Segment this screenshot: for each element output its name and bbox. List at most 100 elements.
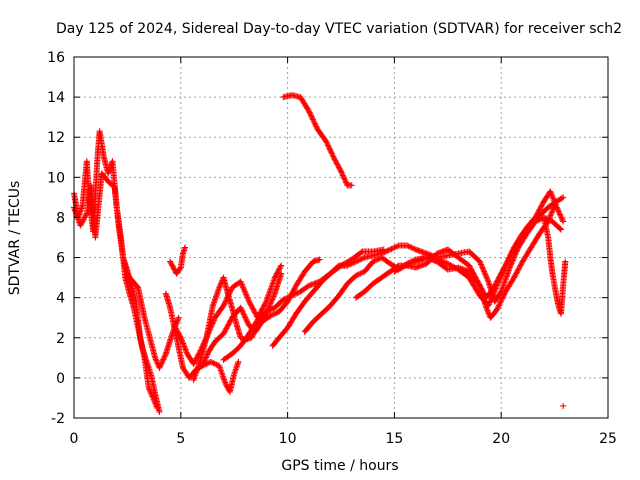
data-point-track-h <box>237 304 244 311</box>
data-point-track-o <box>325 143 332 150</box>
data-point-track-l <box>538 203 545 210</box>
y-tick-label: 4 <box>56 291 65 307</box>
data-point-track-d <box>167 258 174 265</box>
data-point-track-i <box>288 292 295 299</box>
data-point-track-l <box>477 283 484 290</box>
data-point-track-m <box>489 294 496 301</box>
data-point-track-l <box>471 271 478 278</box>
data-point-track-f <box>176 332 183 339</box>
data-point-track-l <box>535 207 542 214</box>
data-point-track-e <box>209 359 216 366</box>
data-point-track-h <box>202 355 209 362</box>
data-point-track-j <box>477 259 484 266</box>
data-point-track-m <box>509 247 516 254</box>
data-point-track-k <box>494 305 501 312</box>
data-point-track-c <box>175 314 182 321</box>
data-point-track-h <box>224 322 231 329</box>
data-point-track-o <box>307 112 314 119</box>
data-point-track-o <box>305 106 312 113</box>
data-point-track-n <box>562 258 569 265</box>
data-point-track-f <box>177 333 184 340</box>
data-point-track-e <box>223 382 230 389</box>
data-point-track-g <box>267 300 274 307</box>
data-point-track-l <box>466 262 473 269</box>
data-point-track-j <box>381 249 388 256</box>
data-point-track-h <box>225 321 232 328</box>
data-point-track-c <box>134 283 141 290</box>
data-point-track-m <box>503 259 510 266</box>
data-point-track-g <box>237 334 244 341</box>
data-point-track-d <box>176 265 183 272</box>
data-point-track-o <box>335 164 342 171</box>
y-tick-label: 12 <box>47 130 65 146</box>
data-point-track-l <box>554 205 561 212</box>
data-point-track-h <box>241 313 248 320</box>
data-point-track-k <box>370 258 377 265</box>
data-point-track-j <box>478 262 485 269</box>
data-point-track-f <box>239 282 246 289</box>
data-point-track-o <box>333 160 340 167</box>
data-point-track-c <box>162 352 169 359</box>
data-point-track-o <box>348 182 355 189</box>
x-tick-label: 20 <box>492 431 510 447</box>
data-point-track-f <box>241 287 248 294</box>
data-point-track-m <box>495 279 502 286</box>
data-point-track-d <box>169 263 176 270</box>
data-point-track-c <box>159 357 166 364</box>
data-point-track-l <box>536 206 543 213</box>
data-point-track-m <box>493 282 500 289</box>
data-point-track-l <box>553 204 560 211</box>
data-point-track-m <box>498 272 505 279</box>
data-point-track-h <box>226 318 233 325</box>
data-point-track-m <box>507 252 514 259</box>
y-tick-label: 10 <box>47 170 65 186</box>
data-point-track-f <box>271 274 278 281</box>
data-point-track-c <box>160 355 167 362</box>
data-point-track-l <box>555 207 562 214</box>
data-point-track-o <box>342 178 349 185</box>
data-point-track-f <box>191 359 198 366</box>
data-point-track-l <box>466 263 473 270</box>
data-point-track-b <box>148 392 155 399</box>
data-point-track-l <box>470 270 477 277</box>
data-point-track-f <box>220 302 227 309</box>
data-point-track-h <box>200 360 207 367</box>
data-point-track-h <box>203 353 210 360</box>
data-point-track-k <box>499 294 506 301</box>
data-point-track-k <box>513 270 520 277</box>
data-point-outlier <box>560 402 567 409</box>
data-point-track-o <box>341 175 348 182</box>
data-point-track-m <box>501 265 508 272</box>
data-point-track-k <box>511 273 518 280</box>
data-point-track-b <box>81 214 88 221</box>
data-point-track-g <box>216 283 223 290</box>
data-point-track-m <box>492 286 499 293</box>
data-point-track-c <box>157 363 164 370</box>
data-point-track-c <box>159 359 166 366</box>
data-point-track-o <box>337 166 344 173</box>
data-point-track-m <box>500 268 507 275</box>
data-point-track-l <box>538 202 545 209</box>
data-point-track-f <box>171 322 178 329</box>
data-point-track-d <box>168 261 175 268</box>
data-point-track-h <box>244 319 251 326</box>
data-point-track-m <box>495 278 502 285</box>
data-point-track-c <box>157 362 164 369</box>
x-tick-label: 5 <box>176 431 185 447</box>
data-point-track-m <box>505 257 512 264</box>
data-point-track-l <box>558 215 565 222</box>
data-point-track-h <box>199 362 206 369</box>
data-point-track-l <box>556 211 563 218</box>
data-point-track-l <box>559 217 566 224</box>
data-point-track-j <box>481 268 488 275</box>
data-point-track-o <box>338 168 344 175</box>
data-point-track-f <box>221 299 228 306</box>
data-point-track-m <box>487 296 494 303</box>
data-point-track-j <box>476 258 483 265</box>
x-tick-label: 25 <box>599 431 617 447</box>
data-point-track-j <box>348 260 355 267</box>
data-point-track-l <box>558 214 565 221</box>
data-point-track-m <box>507 251 514 258</box>
data-point-track-k <box>354 271 361 278</box>
